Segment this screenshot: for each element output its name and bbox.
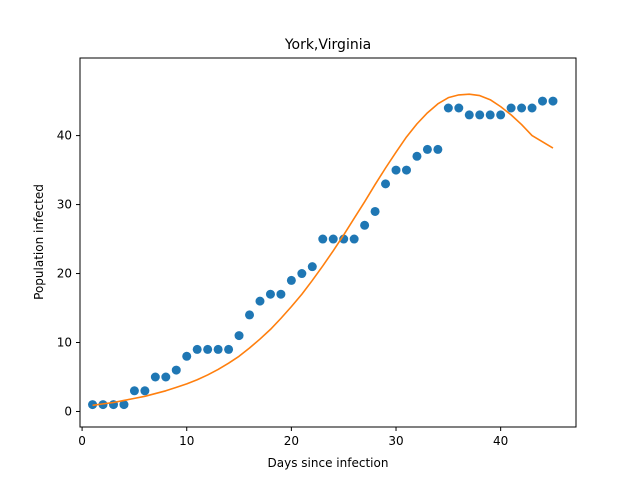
data-point — [140, 386, 150, 396]
data-point — [517, 103, 527, 113]
data-point — [360, 220, 370, 230]
x-axis-label: Days since infection — [268, 456, 389, 470]
data-point — [192, 344, 202, 354]
data-point — [265, 289, 275, 299]
y-tick-label: 10 — [57, 336, 72, 350]
x-tick-label: 20 — [284, 434, 299, 448]
data-point — [307, 262, 317, 272]
data-point — [401, 165, 411, 175]
data-point — [538, 96, 548, 106]
data-point — [161, 372, 171, 382]
y-tick-label: 0 — [64, 404, 72, 418]
y-axis-label: Population infected — [32, 184, 46, 300]
data-point — [318, 234, 328, 244]
data-point — [527, 103, 537, 113]
data-point — [286, 275, 296, 285]
x-tick-label: 10 — [179, 434, 194, 448]
data-point — [349, 234, 359, 244]
data-point — [203, 344, 213, 354]
data-point — [339, 234, 349, 244]
data-point — [234, 331, 244, 341]
x-tick-label: 30 — [388, 434, 403, 448]
data-point — [119, 400, 129, 410]
axes-frame — [79, 57, 577, 428]
data-point — [150, 372, 160, 382]
data-point — [171, 365, 181, 375]
data-point — [370, 206, 380, 216]
data-point — [182, 351, 192, 361]
data-point — [506, 103, 516, 113]
fit-line — [92, 93, 554, 407]
data-point — [443, 103, 453, 113]
y-axis: 0 10 20 30 40 — [57, 129, 80, 418]
data-point — [276, 289, 286, 299]
y-tick-label: 30 — [57, 198, 72, 212]
data-point — [297, 269, 307, 279]
x-tick-label: 0 — [78, 434, 86, 448]
data-point — [485, 110, 495, 120]
data-point — [391, 165, 401, 175]
data-point — [255, 296, 265, 306]
data-point — [381, 179, 391, 189]
data-point — [422, 144, 432, 154]
data-point — [464, 110, 474, 120]
data-point — [548, 96, 558, 106]
y-tick-label: 40 — [57, 129, 72, 143]
x-tick-label: 40 — [493, 434, 508, 448]
chart-title: York,Virginia — [284, 37, 371, 53]
data-point — [328, 234, 338, 244]
data-point — [412, 151, 422, 161]
plot-area — [88, 93, 558, 410]
x-axis: 0 10 20 30 40 — [78, 427, 508, 448]
data-point — [454, 103, 464, 113]
data-point — [129, 386, 139, 396]
data-point — [433, 144, 443, 154]
data-point — [475, 110, 485, 120]
data-point — [245, 310, 255, 320]
data-point — [213, 344, 223, 354]
data-point — [224, 344, 234, 354]
y-tick-label: 20 — [57, 267, 72, 281]
data-point — [496, 110, 506, 120]
